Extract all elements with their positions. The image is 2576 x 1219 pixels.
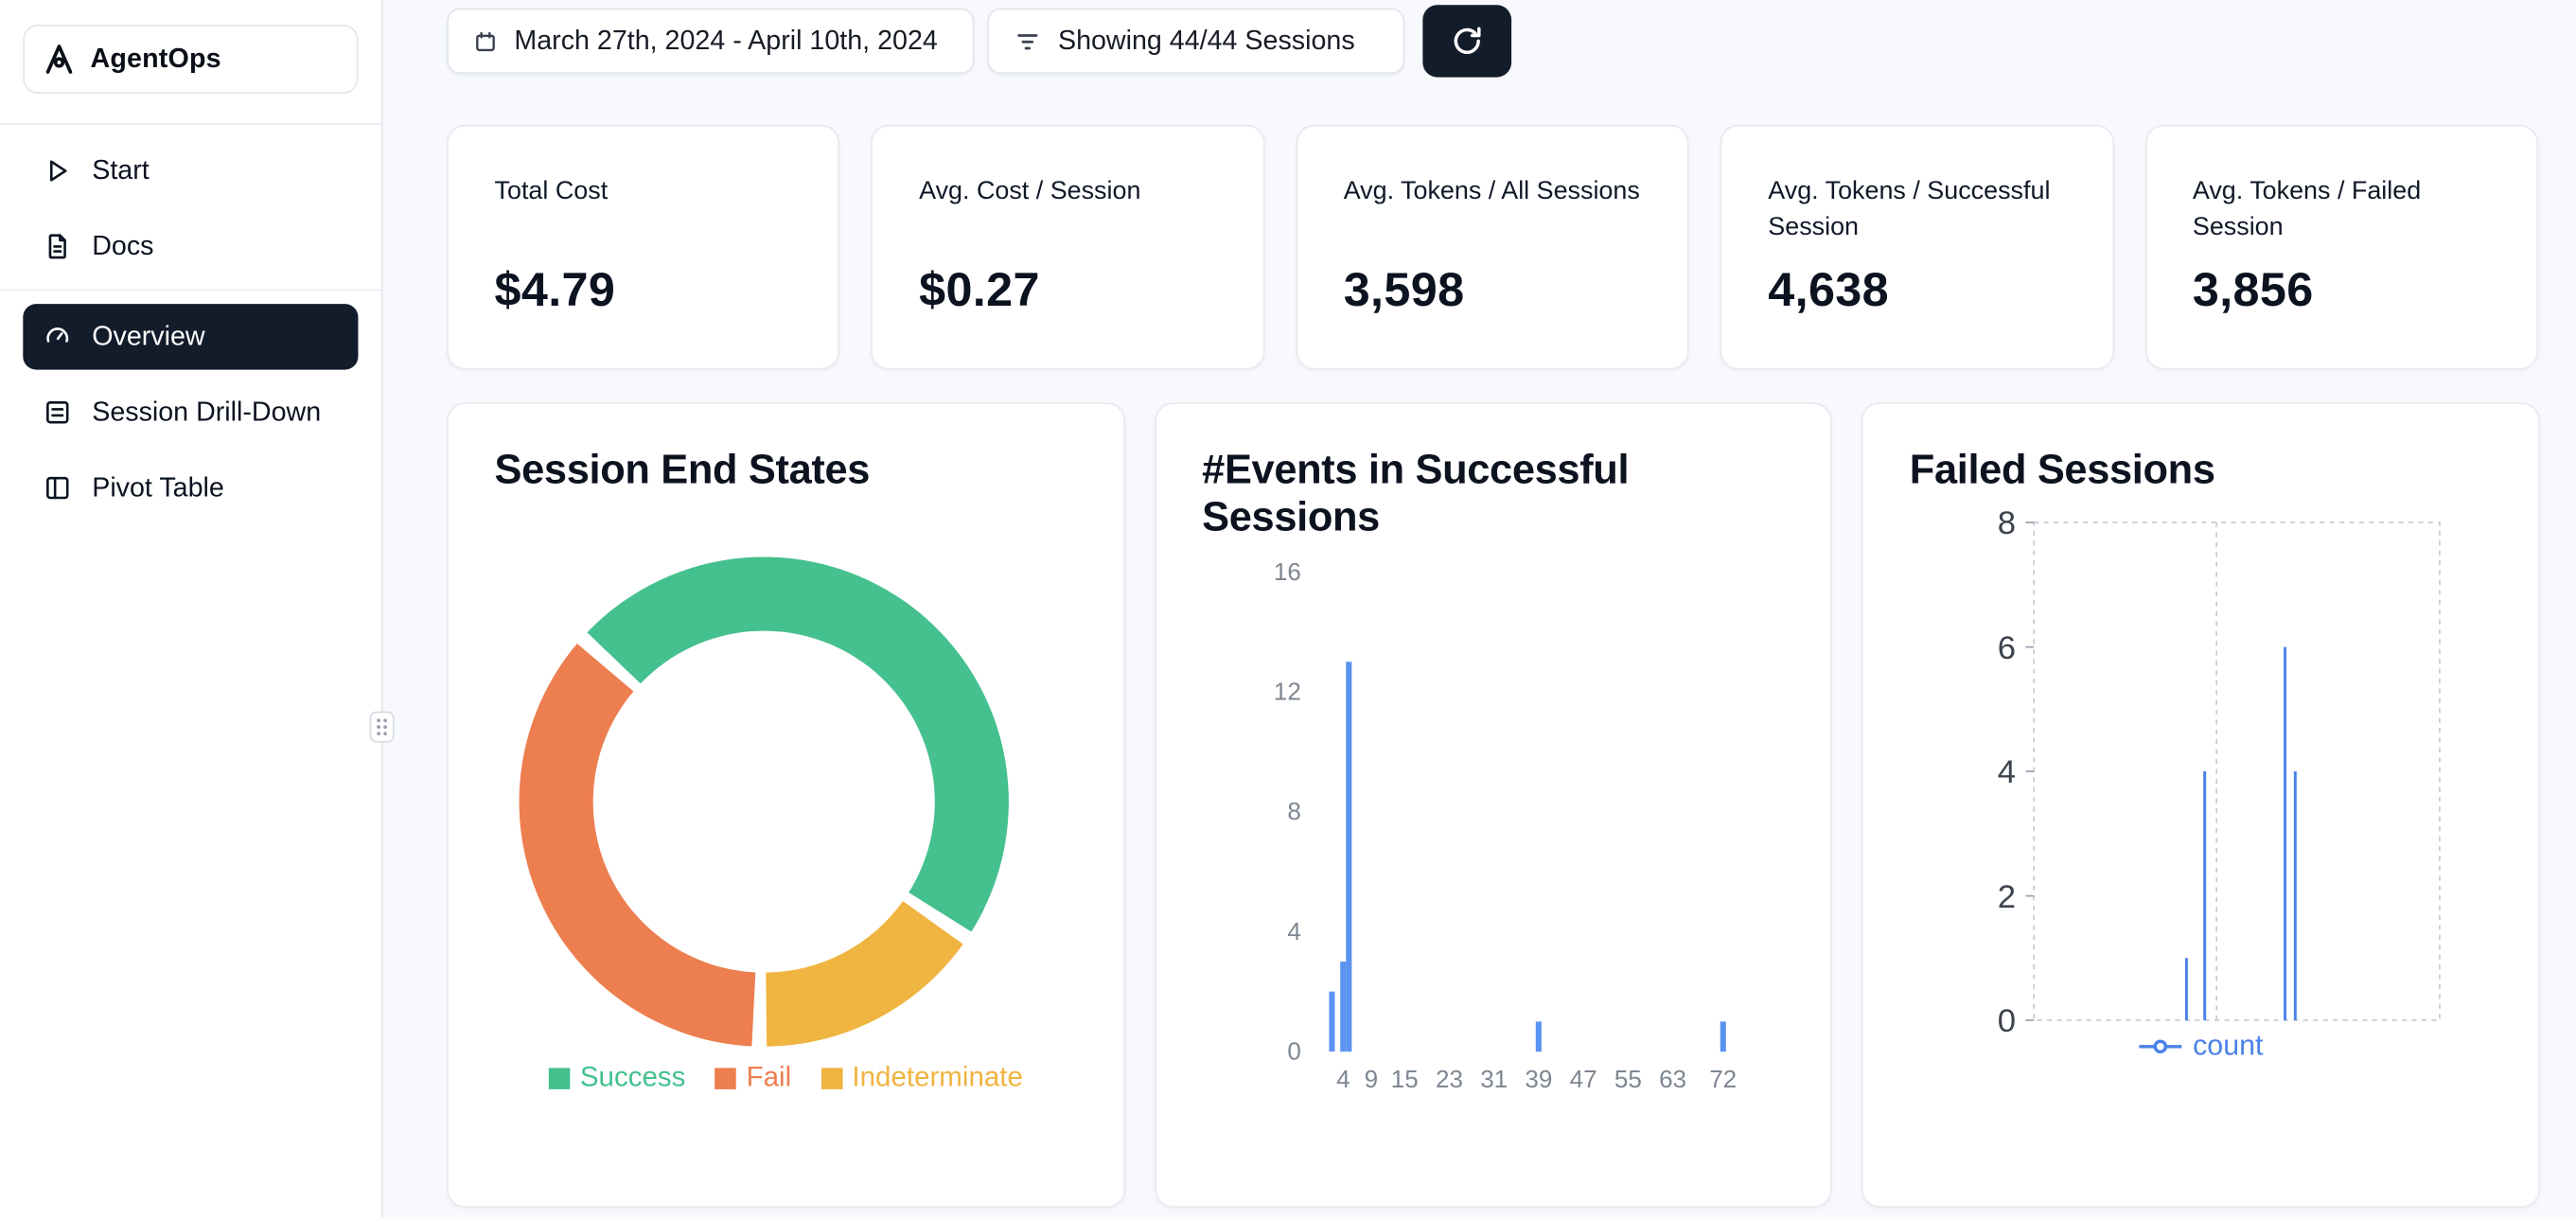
svg-text:2: 2 [1998,879,2016,915]
stat-card-total-cost: Total Cost $4.79 [447,124,840,370]
events-in-successful-sessions-card: #Events in Successful Sessions 0 4 8 12 16 4 9… [1154,402,1833,1208]
main-content: March 27th, 2024 - April 10th, 2024 Show… [382,0,2576,1219]
stat-label: Total Cost [494,177,609,205]
legend-item-fail[interactable]: Fail [715,1061,792,1094]
session-end-states-card: Session End States Success Fail Indeterm… [447,402,1125,1208]
stat-value: 3,598 [1343,264,1465,318]
stat-card-avg-tokens-failed: Avg. Tokens / Failed Session 3,856 [2144,124,2539,370]
filter-icon [1014,27,1042,56]
refresh-button[interactable] [1422,5,1512,78]
chart-title: #Events in Successful Sessions [1202,447,1630,540]
line-chart[interactable]: 0 2 4 6 8 [1979,506,2505,1049]
legend-item-indeterminate[interactable]: Indeterminate [820,1061,1023,1094]
charts-row: Session End States Success Fail Indeterm… [447,402,2540,1208]
session-filter-label: Showing 44/44 Sessions [1057,25,1355,56]
count-legend[interactable]: count [1863,1029,2538,1063]
legend-swatch [820,1067,843,1089]
svg-text:0: 0 [1998,1003,2016,1039]
app-title: AgentOps [90,44,221,74]
count-legend-label: count [2193,1028,2264,1062]
sidebar-nav-top: Start Docs [0,125,381,279]
stat-label: Avg. Tokens / All Sessions [1343,177,1640,205]
sidebar-item-docs[interactable]: Docs [23,214,358,279]
pivot-icon [43,473,72,503]
stat-label: Avg. Tokens / Successful Session [1768,177,2051,243]
logo-link[interactable]: AgentOps [23,25,359,94]
svg-text:4: 4 [1336,1065,1350,1093]
sidebar: AgentOps Start Docs [0,0,383,1219]
sidebar-item-label: Start [92,155,150,186]
svg-text:9: 9 [1364,1065,1377,1093]
donut-chart[interactable] [485,539,1043,1065]
chart-title: Failed Sessions [1909,447,2215,493]
sidebar-nav-main: Overview Session Drill-Down Pivot Table [0,291,381,521]
docs-icon [43,232,72,261]
sidebar-resize-handle[interactable] [369,711,395,743]
svg-text:39: 39 [1525,1065,1552,1093]
legend-swatch [715,1067,737,1089]
sidebar-divider [0,123,381,125]
svg-text:31: 31 [1480,1065,1508,1093]
sidebar-item-session-drilldown[interactable]: Session Drill-Down [23,380,358,445]
svg-text:8: 8 [1287,797,1300,825]
stat-card-avg-tokens-successful: Avg. Tokens / Successful Session 4,638 [1720,124,2114,370]
legend-label: Indeterminate [852,1061,1023,1093]
stat-label: Avg. Cost / Session [919,177,1141,205]
svg-text:4: 4 [1998,754,2016,790]
svg-text:72: 72 [1709,1065,1737,1093]
stat-value: 4,638 [1768,264,1890,318]
failed-sessions-card: Failed Sessions 0 2 4 6 8 count [1861,402,2540,1208]
stats-row: Total Cost $4.79 Avg. Cost / Session $0.… [447,124,2539,370]
date-range-button[interactable]: March 27th, 2024 - April 10th, 2024 [447,8,975,75]
legend-item-success[interactable]: Success [548,1061,686,1094]
legend-label: Fail [746,1061,792,1093]
svg-text:12: 12 [1273,678,1300,706]
refresh-icon [1449,23,1485,59]
sidebar-item-label: Overview [92,321,205,351]
sidebar-item-pivot-table[interactable]: Pivot Table [23,455,358,521]
stat-card-avg-tokens-all: Avg. Tokens / All Sessions 3,598 [1296,124,1689,370]
count-legend-marker [2138,1036,2181,1056]
drilldown-icon [43,398,72,427]
sidebar-item-label: Session Drill-Down [92,397,322,427]
svg-text:15: 15 [1390,1065,1418,1093]
stat-value: $4.79 [494,264,616,318]
svg-text:55: 55 [1614,1065,1641,1093]
stat-value: 3,856 [2192,264,2314,318]
sidebar-item-label: Docs [92,230,154,261]
svg-text:8: 8 [1998,506,2016,542]
svg-text:4: 4 [1287,917,1300,945]
session-filter-button[interactable]: Showing 44/44 Sessions [987,8,1405,75]
svg-text:6: 6 [1998,630,2016,666]
sidebar-item-overview[interactable]: Overview [23,304,359,370]
play-icon [43,156,72,186]
calendar-icon [473,28,498,53]
sidebar-divider [0,289,381,292]
sidebar-item-start[interactable]: Start [23,138,358,203]
legend-label: Success [579,1061,686,1093]
sidebar-item-label: Pivot Table [92,472,224,503]
stat-label: Avg. Tokens / Failed Session [2192,177,2422,243]
chart-title: Session End States [494,447,871,493]
agentops-logo-icon [41,41,77,77]
date-range-label: March 27th, 2024 - April 10th, 2024 [514,25,938,56]
svg-text:47: 47 [1569,1065,1597,1093]
svg-text:0: 0 [1287,1037,1300,1066]
donut-legend: Success Fail Indeterminate [449,1061,1123,1094]
stat-value: $0.27 [919,264,1040,318]
stat-card-avg-cost: Avg. Cost / Session $0.27 [871,124,1265,370]
legend-swatch [548,1067,571,1089]
gauge-icon [43,322,72,351]
svg-text:16: 16 [1273,557,1300,586]
svg-text:63: 63 [1659,1065,1686,1093]
svg-text:23: 23 [1435,1065,1462,1093]
